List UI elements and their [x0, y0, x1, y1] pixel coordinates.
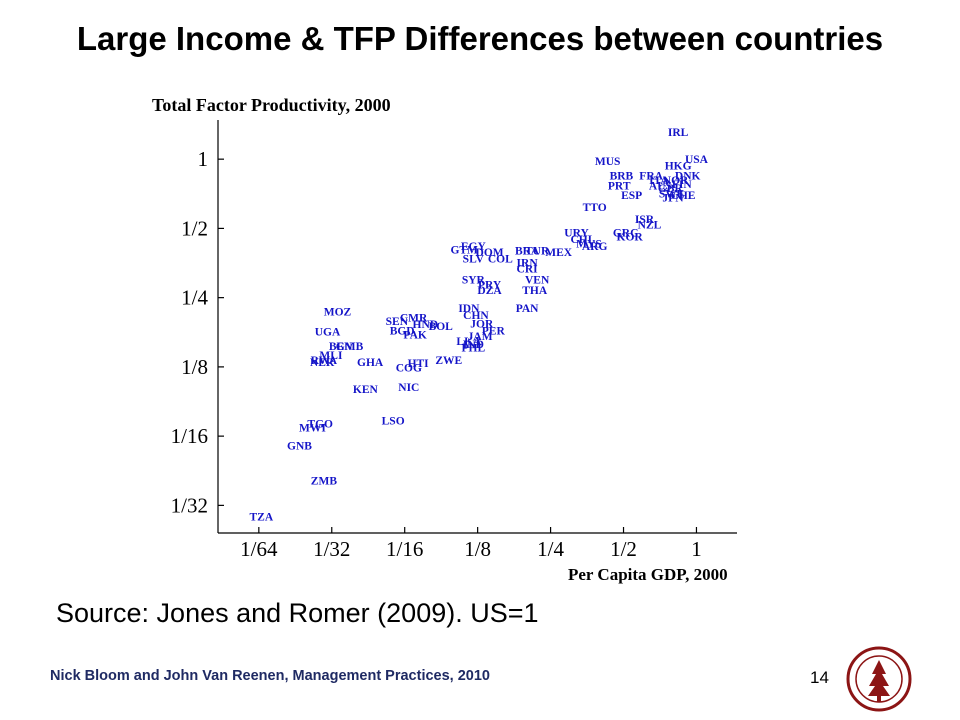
data-point-pak: PAK [403, 329, 426, 341]
data-point-nic: NIC [398, 382, 419, 394]
y-tick-label: 1/4 [181, 286, 208, 310]
data-point-aus: AUS [649, 180, 672, 192]
data-point-mwi: MWI [299, 423, 326, 435]
data-point-swe: SWE [659, 188, 685, 200]
data-point-arg: ARG [582, 241, 608, 253]
data-point-mex: MEX [545, 247, 573, 259]
data-point-ner: NER [310, 357, 335, 369]
data-point-dnk: DNK [675, 170, 701, 182]
data-point-gha: GHA [357, 357, 384, 369]
data-point-zwe: ZWE [435, 355, 462, 367]
x-tick-label: 1 [691, 537, 702, 561]
data-point-mli: MLI [319, 350, 343, 362]
data-point-hkg: HKG [665, 160, 692, 172]
source-note: Source: Jones and Romer (2009). US=1 [56, 598, 539, 628]
data-point-gmb: GMB [336, 341, 364, 353]
data-point-tha: THA [522, 285, 548, 297]
data-point-mys: MYS [576, 238, 602, 250]
data-point-brb: BRB [610, 170, 634, 182]
x-tick-label: 1/2 [610, 537, 637, 561]
data-point-pry: PRY [478, 280, 502, 292]
data-point-ven: VEN [525, 274, 550, 286]
slide-title: Large Income & TFP Differences between c… [76, 20, 884, 57]
data-point-nor: NOR [663, 175, 689, 187]
data-point-nzl: NZL [638, 219, 662, 231]
data-point-slv: SLV [463, 253, 485, 265]
data-point-tza: TZA [249, 511, 273, 523]
data-point-tto: TTO [583, 202, 607, 214]
data-point-zmb: ZMB [311, 476, 338, 488]
y-tick-label: 1/8 [181, 355, 208, 379]
data-point-ita: ITA [649, 175, 669, 187]
stanford-seal-icon [846, 646, 912, 712]
data-point-irn: IRN [517, 258, 539, 270]
page-number: 14 [810, 668, 829, 687]
data-point-syr: SYR [462, 274, 486, 286]
data-point-uga: UGA [315, 327, 341, 339]
x-tick-label: 1/8 [464, 537, 491, 561]
data-point-esp: ESP [621, 190, 642, 202]
data-point-dza: DZA [477, 285, 502, 297]
x-axis-label: Per Capita GDP, 2000 [568, 565, 728, 584]
data-point-bra: BRA [515, 246, 540, 258]
data-point-idn: IDN [458, 303, 480, 315]
data-point-hti: HTI [408, 358, 430, 370]
data-point-chl: CHL [570, 234, 595, 246]
y-tick-label: 1/32 [171, 493, 208, 517]
chart-title: Total Factor Productivity, 2000 [152, 95, 391, 115]
data-point-chn: CHN [463, 310, 489, 322]
x-tick-label: 1/64 [240, 537, 278, 561]
data-point-ben: BEN [329, 341, 353, 353]
data-point-ind: IND [463, 339, 484, 351]
data-point-per: PER [482, 325, 506, 337]
data-point-jpn: JPN [662, 193, 684, 205]
data-point-rwa: RWA [311, 355, 338, 367]
data-point-egy: EGY [461, 241, 487, 253]
data-point-pan: PAN [516, 303, 539, 315]
data-point-mus: MUS [595, 156, 621, 168]
y-axis-ticks: 1 1/2 1/4 1/8 1/16 1/32 [171, 147, 224, 517]
data-point-col: COL [488, 253, 513, 265]
data-point-isr: ISR [635, 214, 655, 226]
data-point-cmr: CMR [400, 312, 428, 324]
data-point-dom: DOM [476, 247, 504, 259]
x-tick-label: 1/16 [386, 537, 423, 561]
data-point-bgd: BGD [390, 325, 415, 337]
data-point-lso: LSO [382, 416, 405, 428]
data-point-bol: BOL [429, 321, 454, 333]
data-point-cri: CRI [517, 263, 539, 275]
data-point-jam: JAM [468, 331, 493, 343]
data-point-gtm: GTM [450, 244, 478, 256]
y-tick-label: 1/2 [181, 216, 208, 240]
data-point-kor: KOR [617, 232, 644, 244]
data-point-ury: URY [564, 227, 589, 239]
data-point-gnb: GNB [287, 440, 312, 452]
data-point-phl: PHL [462, 342, 486, 354]
x-tick-label: 1/32 [313, 537, 350, 561]
data-point-ken: KEN [353, 384, 379, 396]
data-point-gbr: GBR [658, 183, 684, 195]
data-point-grc: GRC [613, 227, 639, 239]
data-point-irl: IRL [668, 127, 689, 139]
data-point-sen: SEN [386, 316, 409, 328]
data-point-jor: JOR [470, 318, 494, 330]
data-point-prt: PRT [608, 180, 631, 192]
data-point-moz: MOZ [324, 306, 352, 318]
y-tick-label: 1 [198, 147, 209, 171]
data-point-tur: TUR [525, 246, 550, 258]
data-point-che: CHE [671, 190, 696, 202]
data-point-hnd: HND [413, 319, 439, 331]
data-point-fin: FIN [672, 179, 693, 191]
data-point-cog: COG [396, 363, 422, 375]
y-tick-label: 1/16 [171, 424, 208, 448]
data-point-usa: USA [685, 154, 709, 166]
x-tick-label: 1/4 [537, 537, 564, 561]
footer-text: Nick Bloom and John Van Reenen, Manageme… [50, 668, 490, 684]
x-axis-ticks: 1/64 1/32 1/16 1/8 1/4 1/2 1 [240, 527, 702, 561]
data-point-fra: FRA [639, 170, 663, 182]
data-point-lka: LKA [456, 336, 482, 348]
data-point-tgo: TGO [307, 418, 333, 430]
